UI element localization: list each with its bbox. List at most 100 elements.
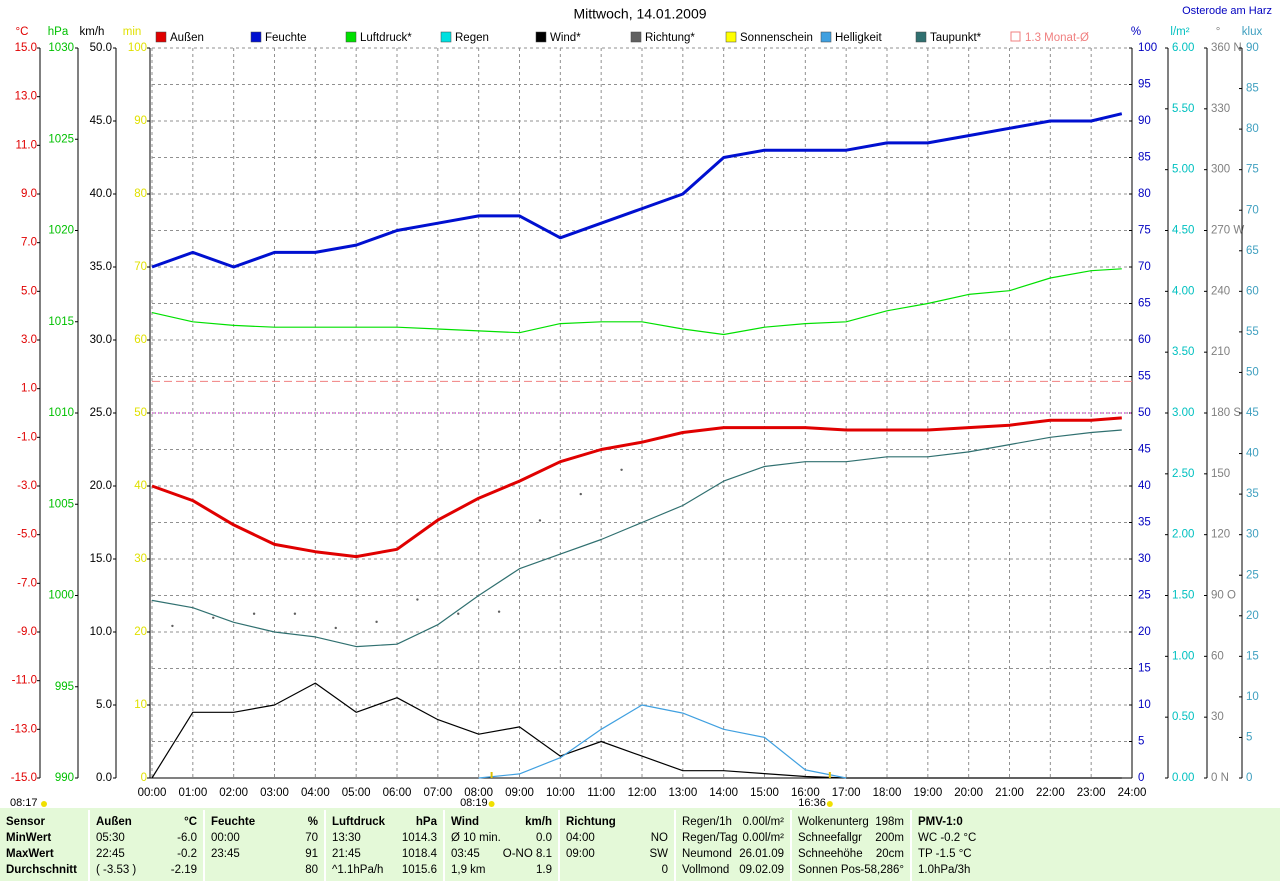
y-tick-label: 5 xyxy=(1138,736,1144,748)
time-label: 16:36 xyxy=(798,797,826,809)
legend-swatch xyxy=(535,31,547,43)
y-tick-label: 100 xyxy=(128,42,147,54)
direction-dot xyxy=(457,612,460,615)
stat-value: 26.01.09 xyxy=(739,848,784,860)
stat-label: 22:45 xyxy=(96,848,125,860)
stat-value: 1018.4 xyxy=(402,848,438,860)
y-tick-label: 2.50 xyxy=(1172,468,1194,480)
y-tick-label: 80 xyxy=(1246,123,1259,135)
y-tick-label: -9.0 xyxy=(17,626,37,638)
legend-swatch xyxy=(155,31,167,43)
y-tick-label: 90 O xyxy=(1211,590,1236,602)
y-tick-label: 360 N xyxy=(1211,42,1242,54)
direction-dot xyxy=(212,616,215,620)
series-line xyxy=(478,704,847,779)
y-tick-label: 50 xyxy=(1246,366,1259,378)
y-tick-label: -15.0 xyxy=(11,772,37,784)
stat-value: NO xyxy=(651,832,668,844)
stat-label: 00:00 xyxy=(211,832,240,844)
direction-dot xyxy=(579,492,582,496)
x-tick-label: 15:00 xyxy=(750,787,779,799)
y-tick-label: 2.00 xyxy=(1172,529,1194,541)
direction-dot xyxy=(538,519,542,522)
y-tick-label: 55 xyxy=(1138,371,1151,383)
legend-label: Außen xyxy=(170,32,204,44)
y-tick-label: 55 xyxy=(1246,326,1259,338)
stat-value: 09.02.09 xyxy=(739,864,784,876)
series-line xyxy=(151,682,1122,779)
y-tick-label: 3.00 xyxy=(1172,407,1194,419)
y-tick-label: 60 xyxy=(134,334,147,346)
y-tick-label: -7.0 xyxy=(17,577,37,589)
y-tick-label: 40 xyxy=(134,480,147,492)
y-tick-label: 210 xyxy=(1211,346,1230,358)
axis-unit: °C xyxy=(16,26,29,38)
stat-label: Wind xyxy=(451,816,479,828)
stat-value: 1015.6 xyxy=(402,864,437,876)
x-tick-label: 18:00 xyxy=(873,787,902,799)
y-tick-label: 45 xyxy=(1246,407,1259,419)
y-tick-label: 25.0 xyxy=(90,407,112,419)
axis-unit: klux xyxy=(1242,26,1263,38)
y-tick-label: 1030 xyxy=(48,42,74,54)
y-tick-label: 10 xyxy=(1246,691,1259,703)
stat-value: -2.19 xyxy=(171,864,197,876)
legend-swatch xyxy=(630,31,642,43)
y-tick-label: 4.00 xyxy=(1172,285,1194,297)
direction-dot xyxy=(171,624,174,628)
axis-unit: hPa xyxy=(48,26,69,38)
y-tick-label: 45.0 xyxy=(90,115,112,127)
series-line xyxy=(151,416,1122,559)
legend-label: Feuchte xyxy=(265,32,307,44)
y-tick-label: 120 xyxy=(1211,529,1230,541)
y-tick-label: 1010 xyxy=(48,407,74,419)
stat-value: 0.00l/m² xyxy=(742,816,784,828)
y-tick-label: 9.0 xyxy=(21,188,37,200)
y-tick-label: 70 xyxy=(1246,204,1259,216)
direction-dot xyxy=(293,612,297,615)
x-tick-label: 12:00 xyxy=(628,787,657,799)
stat-value: °C xyxy=(184,816,197,828)
y-tick-label: 0 xyxy=(1138,772,1144,784)
y-tick-label: 180 S xyxy=(1211,407,1241,419)
stat-label: Außen xyxy=(96,816,132,828)
x-tick-label: 14:00 xyxy=(709,787,738,799)
time-dot xyxy=(826,801,833,807)
y-tick-label: 50.0 xyxy=(90,42,112,54)
y-tick-label: 5.50 xyxy=(1172,103,1194,115)
y-tick-label: 40.0 xyxy=(90,188,112,200)
y-tick-label: 35.0 xyxy=(90,261,112,273)
y-tick-label: 45 xyxy=(1138,444,1151,456)
time-dot xyxy=(41,801,47,807)
y-tick-label: 65 xyxy=(1138,298,1151,310)
stat-label: 1.0hPa/3h xyxy=(918,864,970,876)
y-tick-label: 35 xyxy=(1138,517,1151,529)
x-tick-label: 23:00 xyxy=(1077,787,1106,799)
legend-label: 1.3 Monat-Ø xyxy=(1025,32,1089,44)
axis-unit: min xyxy=(123,26,142,38)
stat-label: Vollmond xyxy=(682,864,729,876)
stat-value: 0 xyxy=(662,864,668,876)
y-tick-label: 80 xyxy=(1138,188,1151,200)
stat-label: Regen/1h xyxy=(682,816,732,828)
stat-label: PMV-1:0 xyxy=(918,816,963,828)
axis-unit: % xyxy=(1131,26,1141,38)
legend-label: Regen xyxy=(455,32,489,44)
x-tick-label: 09:00 xyxy=(505,787,534,799)
y-tick-label: -11.0 xyxy=(12,675,37,687)
y-tick-label: 6.00 xyxy=(1172,42,1194,54)
x-tick-label: 03:00 xyxy=(260,787,289,799)
y-tick-label: 0.00 xyxy=(1172,772,1194,784)
y-tick-label: 5.00 xyxy=(1172,164,1194,176)
y-tick-label: 1.00 xyxy=(1172,650,1194,662)
x-tick-label: 11:00 xyxy=(587,787,615,799)
y-tick-label: 50 xyxy=(1138,407,1151,419)
legend-swatch xyxy=(915,31,927,43)
stat-label: Wolkenunterg xyxy=(798,816,869,828)
stat-label: Feuchte xyxy=(211,816,255,828)
stat-label: 04:00 xyxy=(566,832,595,844)
y-tick-label: 15.0 xyxy=(90,553,112,565)
y-tick-label: 65 xyxy=(1246,245,1259,257)
stat-label: Sensor xyxy=(6,816,46,828)
y-tick-label: 30 xyxy=(1138,553,1151,565)
